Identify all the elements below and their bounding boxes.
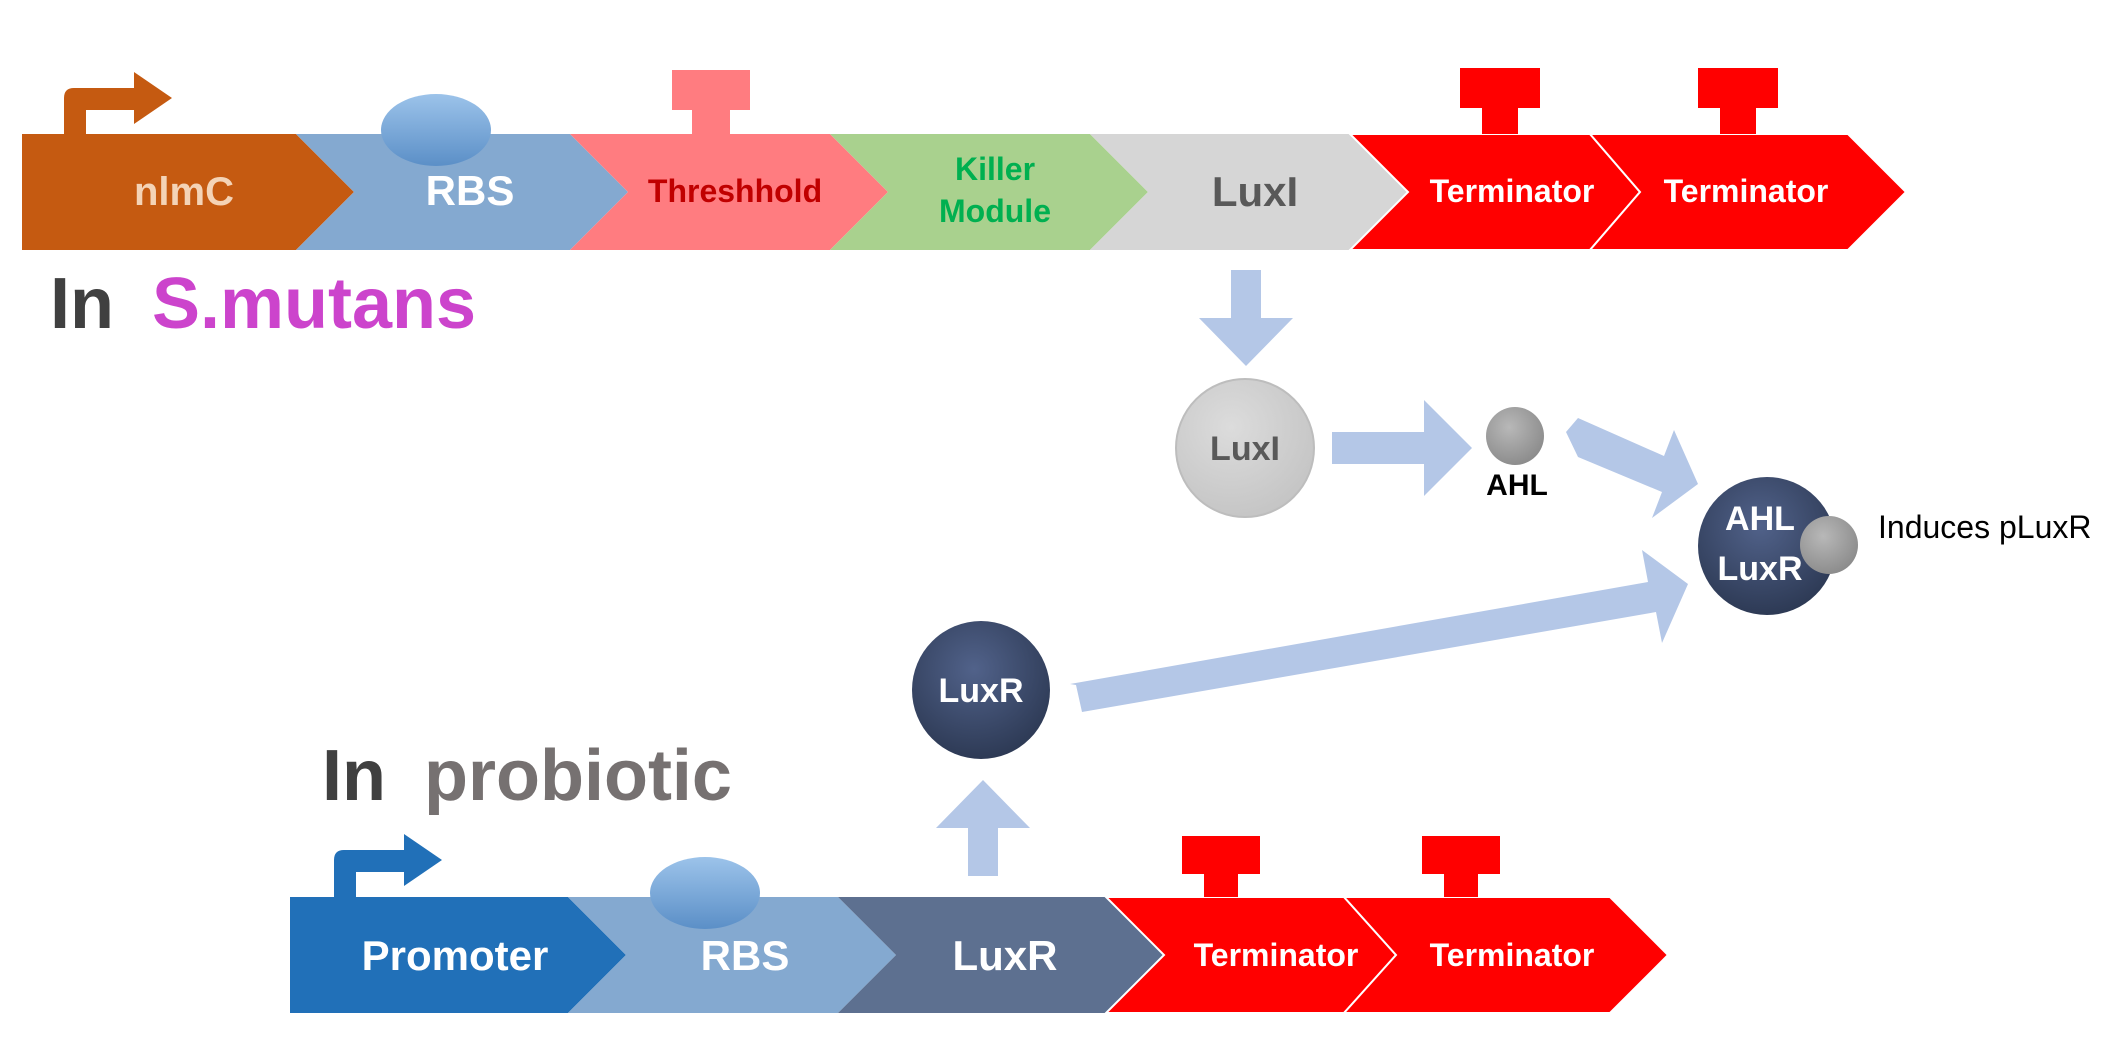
complex-ahl-molecule: [1800, 516, 1858, 574]
label-terminator-top-1: Terminator: [1430, 173, 1595, 209]
nlmc-promoter-arrow-icon: [64, 72, 172, 134]
label-probiotic: probiotic: [424, 736, 732, 816]
bottom-construct: In probiotic Promoter RBS LuxR Terminato…: [290, 736, 1670, 1014]
rbs-oval-bottom-icon: [650, 857, 760, 929]
signaling-pathway: LuxI AHL LuxR AHL LuxR Induces pLuxR: [912, 270, 2091, 759]
part-terminator-top-2: [1587, 133, 1908, 251]
part-rbs-top: [296, 134, 628, 250]
terminator-top-2-icon: [1698, 68, 1778, 134]
label-killer-line1: Killer: [955, 151, 1035, 187]
terminator-bottom-1-icon: [1182, 836, 1260, 897]
label-induces-pluxr: Induces pLuxR: [1878, 509, 2091, 545]
top-construct: nlmC RBS Threshhold Killer Module LuxI T…: [22, 68, 1908, 344]
luxi-protein: [1175, 378, 1315, 518]
arrow-ahl-to-complex: [1566, 418, 1698, 518]
label-complex-line2: LuxR: [1718, 550, 1803, 588]
part-luxi: [1090, 134, 1408, 250]
label-in-probiotic: In probiotic: [322, 736, 732, 816]
label-ahl: AHL: [1486, 469, 1548, 502]
label-luxr-part: LuxR: [953, 932, 1058, 979]
label-promoter: Promoter: [362, 932, 549, 979]
threshold-terminator-icon: [672, 70, 750, 134]
part-threshold: [570, 134, 888, 250]
part-terminator-bottom-2: [1341, 896, 1670, 1014]
label-terminator-bottom-1: Terminator: [1194, 937, 1359, 973]
probiotic-promoter-arrow-icon: [334, 834, 442, 897]
arrow-luxr-to-complex: [1070, 550, 1688, 712]
label-in-s-mutans: In S.mutans: [50, 264, 476, 344]
label-nlmc: nlmC: [134, 170, 234, 214]
label-rbs-top: RBS: [426, 167, 515, 214]
label-luxr-protein: LuxR: [939, 672, 1024, 710]
part-killer-module: [830, 134, 1148, 250]
rbs-oval-icon: [381, 94, 491, 166]
label-rbs-bottom: RBS: [701, 932, 790, 979]
arrow-luxi-to-ahl: [1332, 400, 1472, 496]
part-promoter: [290, 897, 626, 1013]
label-killer-line2: Module: [939, 193, 1051, 229]
part-nlmc: [22, 134, 354, 250]
luxr-protein: [912, 621, 1050, 759]
ahl-luxr-complex: [1698, 477, 1836, 615]
part-rbs-bottom: [568, 897, 896, 1013]
label-terminator-top-2: Terminator: [1664, 173, 1829, 209]
label-complex-line1: AHL: [1725, 500, 1795, 538]
ahl-molecule: [1486, 407, 1544, 465]
label-s-mutans: S.mutans: [152, 264, 476, 344]
label-threshold: Threshhold: [648, 173, 822, 209]
label-in-prefix-bottom: In: [322, 736, 386, 816]
terminator-top-1-icon: [1460, 68, 1540, 134]
arrow-down-luxi: [1199, 270, 1293, 366]
label-luxi-part: LuxI: [1212, 168, 1298, 215]
label-terminator-bottom-2: Terminator: [1430, 937, 1595, 973]
arrow-up-luxr: [936, 780, 1030, 876]
part-luxr: [838, 897, 1164, 1013]
label-in-prefix-top: In: [50, 264, 114, 344]
label-luxi-protein: LuxI: [1210, 430, 1280, 468]
terminator-bottom-2-icon: [1422, 836, 1500, 897]
